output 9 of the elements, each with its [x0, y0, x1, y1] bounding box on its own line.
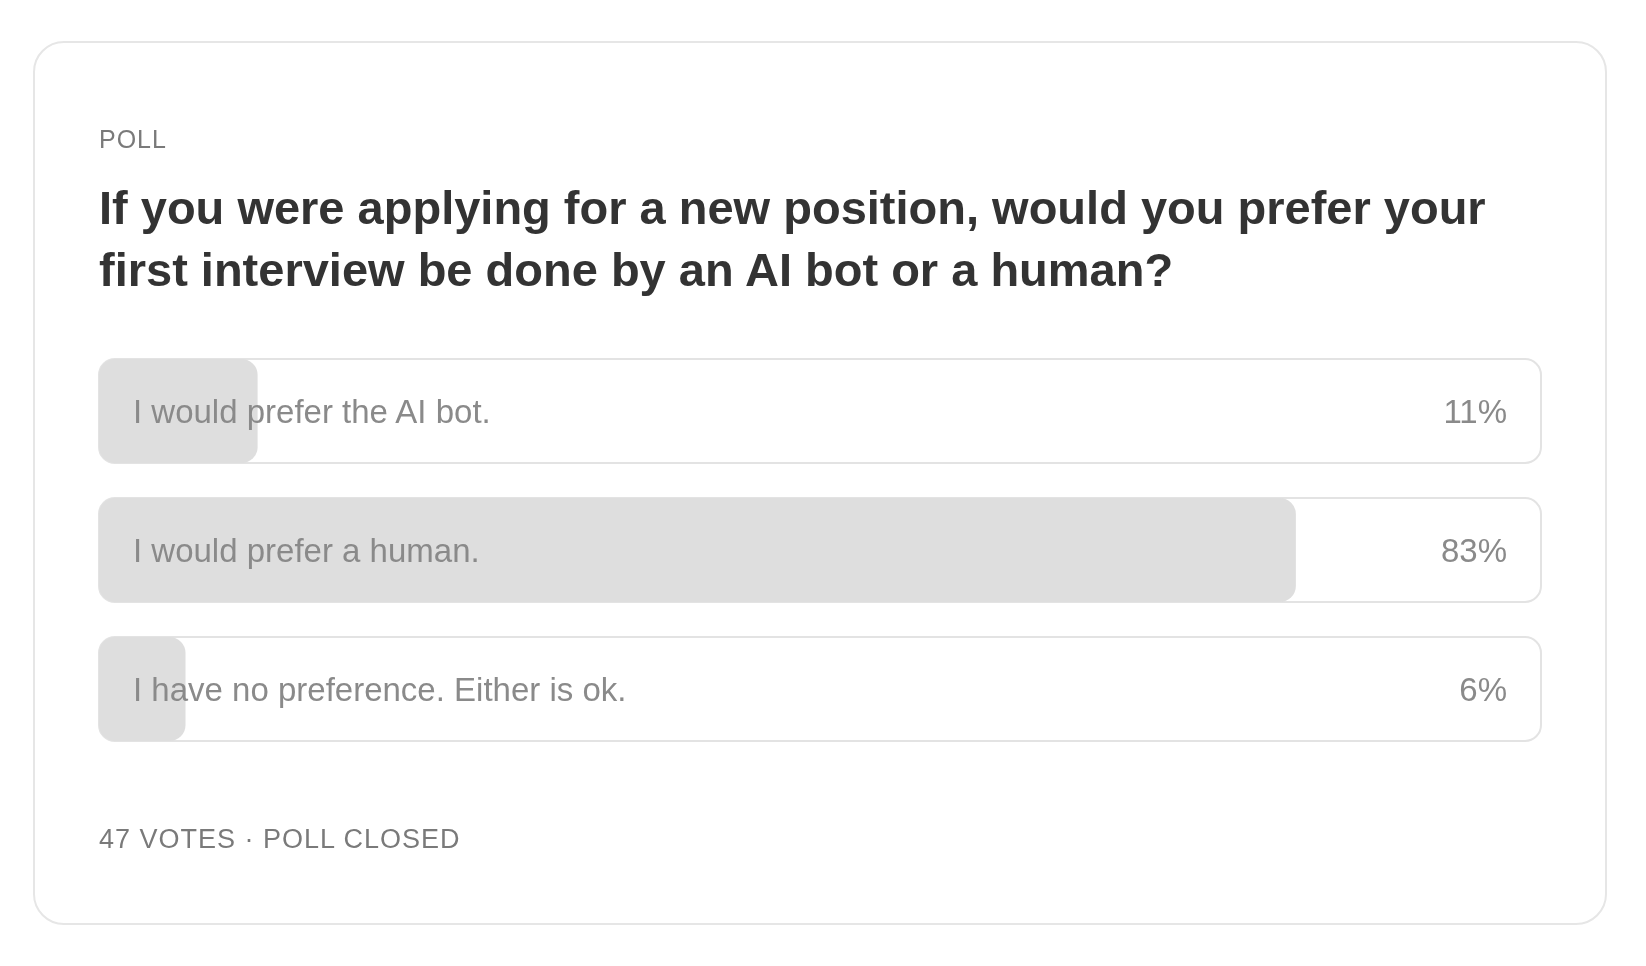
text: 47 VOTES · POLL CLOSED: [99, 824, 461, 854]
data-label: 6%: [1459, 670, 1507, 708]
y-tick-label: I have no preference. Either is ok.: [133, 670, 627, 708]
chart-title: If you were applying for a new position, would you prefer your first interview be done by an AI bot or a human?: [99, 181, 1486, 296]
data-label: 83%: [1440, 531, 1507, 569]
y-tick-label: I would prefer a human.: [133, 531, 480, 569]
data-label: 11%: [1443, 392, 1507, 430]
text: POLL: [99, 125, 167, 153]
y-tick-label: I would prefer the AI bot.: [133, 392, 491, 430]
